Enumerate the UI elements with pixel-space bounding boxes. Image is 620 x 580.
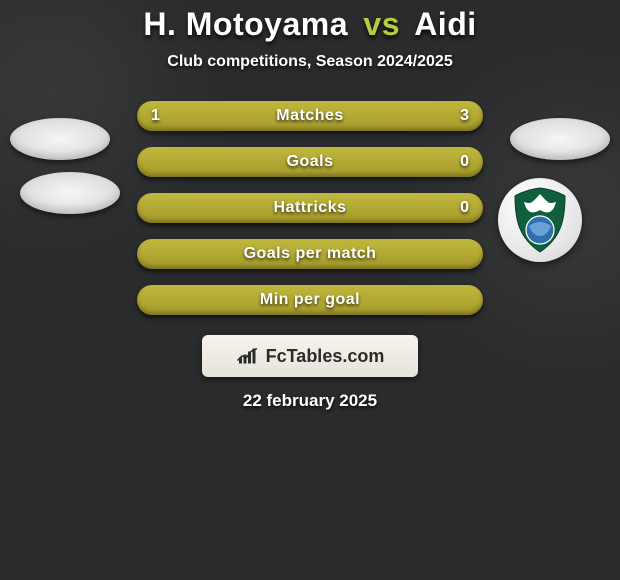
player1-club-placeholder — [20, 172, 120, 214]
stat-bar: 1 Matches 3 — [137, 101, 483, 131]
stat-label: Goals — [287, 153, 334, 171]
stat-value-right: 0 — [460, 199, 469, 217]
stat-value-right: 0 — [460, 153, 469, 171]
player2-name: Aidi — [414, 6, 476, 42]
stat-bar: Goals 0 — [137, 147, 483, 177]
stat-value-left: 1 — [151, 107, 160, 125]
stat-bar: Goals per match — [137, 239, 483, 269]
comparison-title: H. Motoyama vs Aidi — [143, 6, 476, 43]
stat-bar: Min per goal — [137, 285, 483, 315]
watermark-text: FcTables.com — [266, 346, 385, 367]
stat-bar: Hattricks 0 — [137, 193, 483, 223]
stat-label: Matches — [276, 107, 344, 125]
chart-icon — [236, 346, 260, 366]
stats-container: 1 Matches 3 Goals 0 Hattricks 0 Goals pe… — [137, 101, 483, 315]
vs-label: vs — [363, 6, 400, 42]
stat-value-right: 3 — [460, 107, 469, 125]
player2-club-crest — [498, 178, 582, 262]
stat-label: Min per goal — [260, 291, 360, 309]
date-label: 22 february 2025 — [243, 391, 377, 411]
player2-icon-placeholder — [510, 118, 610, 160]
stat-label: Hattricks — [274, 199, 347, 217]
watermark-badge: FcTables.com — [202, 335, 418, 377]
stat-label: Goals per match — [244, 245, 377, 263]
player1-icon-placeholder — [10, 118, 110, 160]
player1-name: H. Motoyama — [143, 6, 348, 42]
shield-icon — [509, 186, 571, 254]
subtitle: Club competitions, Season 2024/2025 — [167, 53, 452, 71]
